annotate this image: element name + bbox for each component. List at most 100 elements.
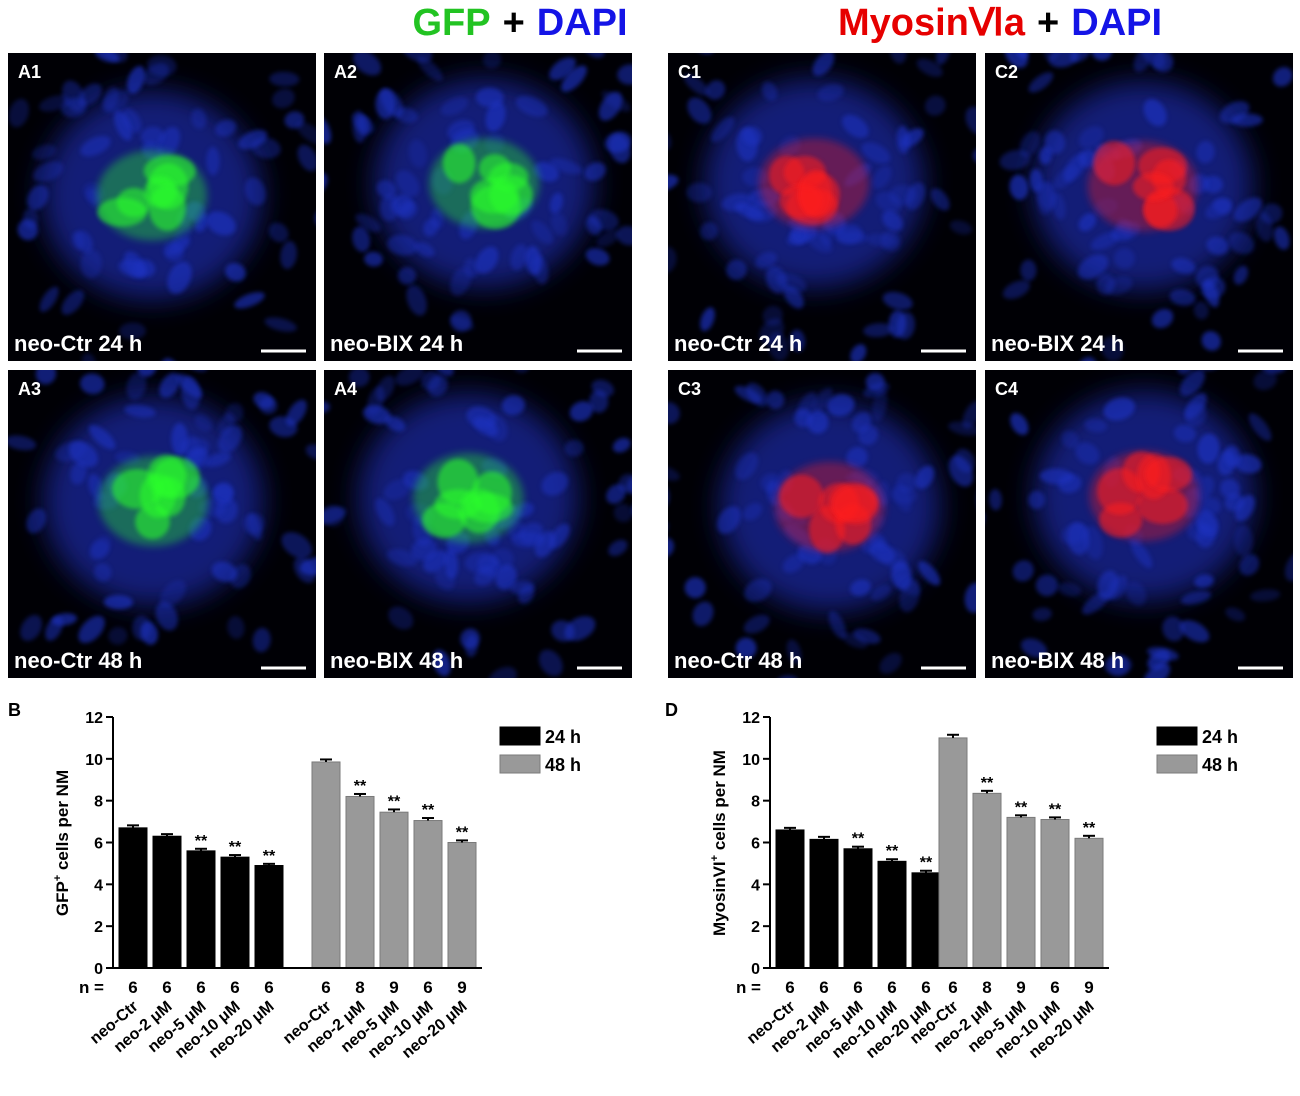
significance: ** bbox=[1015, 799, 1028, 816]
bar bbox=[118, 827, 148, 969]
nucleus bbox=[1039, 468, 1074, 485]
nucleus bbox=[244, 177, 266, 206]
nucleus bbox=[805, 230, 833, 253]
nucleus bbox=[8, 435, 37, 451]
nucleus bbox=[692, 601, 714, 627]
nucleus bbox=[81, 353, 96, 361]
nucleus bbox=[71, 231, 84, 250]
nucleus bbox=[444, 549, 458, 579]
bar bbox=[1074, 837, 1104, 969]
hair-cell bbox=[135, 504, 170, 540]
legend-label: 48 h bbox=[1202, 755, 1238, 775]
significance: ** bbox=[195, 833, 208, 850]
nucleus bbox=[863, 323, 893, 338]
nucleus bbox=[637, 459, 669, 476]
y-axis-label: MyosinVI+ cells per NM bbox=[709, 750, 729, 936]
nucleus bbox=[826, 394, 855, 417]
nucleus bbox=[828, 610, 847, 639]
bar bbox=[1006, 816, 1036, 969]
hair-cell bbox=[478, 153, 511, 183]
n-value: 6 bbox=[921, 978, 930, 997]
nucleus bbox=[870, 584, 892, 601]
nucleus bbox=[167, 1, 185, 29]
micrograph bbox=[324, 370, 669, 678]
nucleus bbox=[532, 255, 549, 285]
nucleus bbox=[1004, 53, 1028, 68]
nucleus bbox=[1253, 370, 1277, 391]
nucleus bbox=[434, 370, 454, 377]
y-tick-label: 2 bbox=[94, 919, 103, 936]
nucleus bbox=[159, 0, 193, 29]
nucleus bbox=[1084, 418, 1107, 433]
nucleus bbox=[1179, 620, 1210, 643]
nucleus bbox=[668, 537, 675, 558]
nucleus bbox=[761, 81, 778, 101]
nucleus bbox=[1197, 433, 1220, 464]
nucleus bbox=[1010, 413, 1029, 436]
nucleus bbox=[1009, 174, 1029, 200]
nucleus bbox=[896, 312, 915, 340]
hair-cell bbox=[1144, 456, 1193, 492]
hair-cell bbox=[1093, 140, 1136, 186]
nucleus bbox=[510, 580, 535, 595]
hair-cell bbox=[442, 143, 476, 184]
nucleus bbox=[171, 422, 188, 456]
y-tick-label: 4 bbox=[94, 877, 103, 894]
nucleus bbox=[865, 372, 885, 392]
significance: ** bbox=[852, 831, 865, 848]
nucleus bbox=[101, 89, 129, 113]
nucleus bbox=[211, 561, 238, 582]
nucleus bbox=[872, 388, 888, 422]
nucleus bbox=[760, 473, 781, 492]
panel-label: C2 bbox=[995, 62, 1018, 82]
nucleus bbox=[103, 594, 134, 610]
nucleus bbox=[1173, 424, 1196, 443]
nucleus bbox=[1114, 248, 1135, 269]
micrograph bbox=[8, 370, 316, 678]
nucleus bbox=[191, 108, 207, 129]
nucleus bbox=[440, 96, 469, 116]
nucleus bbox=[225, 262, 246, 282]
nucleus bbox=[1032, 607, 1052, 622]
bar bbox=[972, 792, 1002, 969]
nucleus bbox=[383, 478, 411, 500]
nucleus bbox=[1028, 490, 1045, 510]
nucleus bbox=[743, 503, 763, 521]
nucleus bbox=[401, 53, 433, 63]
nucleus bbox=[842, 632, 868, 649]
nucleus bbox=[1053, 165, 1078, 190]
nucleus bbox=[1104, 276, 1133, 295]
nucleus bbox=[1151, 308, 1174, 329]
nucleus bbox=[39, 286, 59, 312]
nucleus bbox=[268, 222, 289, 243]
bar bbox=[186, 850, 216, 969]
bar bbox=[1040, 818, 1070, 969]
nucleus bbox=[485, 101, 506, 132]
nucleus bbox=[755, 252, 777, 269]
nucleus bbox=[387, 234, 418, 256]
n-value: 9 bbox=[1016, 978, 1025, 997]
nucleus bbox=[668, 174, 679, 193]
nucleus bbox=[744, 578, 772, 602]
image-content bbox=[668, 53, 976, 361]
hair-cell bbox=[148, 185, 186, 231]
n-value: 9 bbox=[457, 978, 466, 997]
nucleus bbox=[1079, 149, 1097, 168]
nucleus bbox=[264, 317, 297, 332]
nucleus bbox=[519, 522, 544, 545]
nucleus bbox=[531, 220, 554, 245]
bar bbox=[254, 865, 284, 969]
title-part: GFP bbox=[412, 2, 490, 44]
nucleus bbox=[94, 563, 112, 582]
n-value: 6 bbox=[887, 978, 896, 997]
y-tick-label: 6 bbox=[751, 836, 760, 853]
nucleus bbox=[398, 201, 417, 220]
nucleus bbox=[710, 116, 735, 143]
y-axis-label: GFP+ cells per NM bbox=[52, 770, 72, 916]
nucleus bbox=[533, 162, 559, 182]
nucleus bbox=[1250, 589, 1281, 602]
nucleus bbox=[905, 182, 926, 210]
nucleus bbox=[286, 399, 307, 427]
nucleus bbox=[965, 106, 976, 135]
nucleus bbox=[882, 210, 903, 232]
